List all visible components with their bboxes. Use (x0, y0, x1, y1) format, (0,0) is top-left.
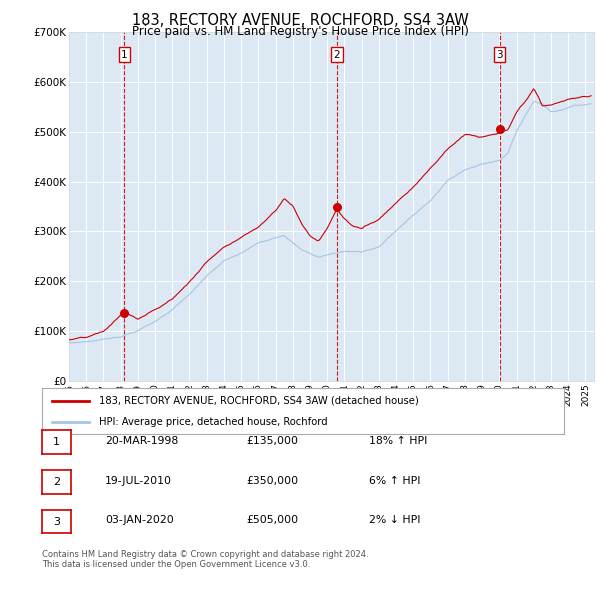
Text: £505,000: £505,000 (246, 516, 298, 525)
Text: £135,000: £135,000 (246, 436, 298, 445)
Text: 3: 3 (53, 517, 60, 526)
Text: HPI: Average price, detached house, Rochford: HPI: Average price, detached house, Roch… (100, 417, 328, 427)
Text: Price paid vs. HM Land Registry's House Price Index (HPI): Price paid vs. HM Land Registry's House … (131, 25, 469, 38)
Text: 183, RECTORY AVENUE, ROCHFORD, SS4 3AW (detached house): 183, RECTORY AVENUE, ROCHFORD, SS4 3AW (… (100, 395, 419, 405)
Text: 183, RECTORY AVENUE, ROCHFORD, SS4 3AW: 183, RECTORY AVENUE, ROCHFORD, SS4 3AW (131, 13, 469, 28)
Text: 19-JUL-2010: 19-JUL-2010 (105, 476, 172, 486)
Text: This data is licensed under the Open Government Licence v3.0.: This data is licensed under the Open Gov… (42, 560, 310, 569)
Text: 6% ↑ HPI: 6% ↑ HPI (369, 476, 421, 486)
Text: 03-JAN-2020: 03-JAN-2020 (105, 516, 174, 525)
Text: 3: 3 (496, 50, 503, 60)
Text: 1: 1 (53, 437, 60, 447)
Text: 2: 2 (334, 50, 340, 60)
Text: 2: 2 (53, 477, 60, 487)
Text: 2% ↓ HPI: 2% ↓ HPI (369, 516, 421, 525)
Text: Contains HM Land Registry data © Crown copyright and database right 2024.: Contains HM Land Registry data © Crown c… (42, 550, 368, 559)
Text: 20-MAR-1998: 20-MAR-1998 (105, 436, 178, 445)
Text: 1: 1 (121, 50, 128, 60)
Text: £350,000: £350,000 (246, 476, 298, 486)
Text: 18% ↑ HPI: 18% ↑ HPI (369, 436, 427, 445)
